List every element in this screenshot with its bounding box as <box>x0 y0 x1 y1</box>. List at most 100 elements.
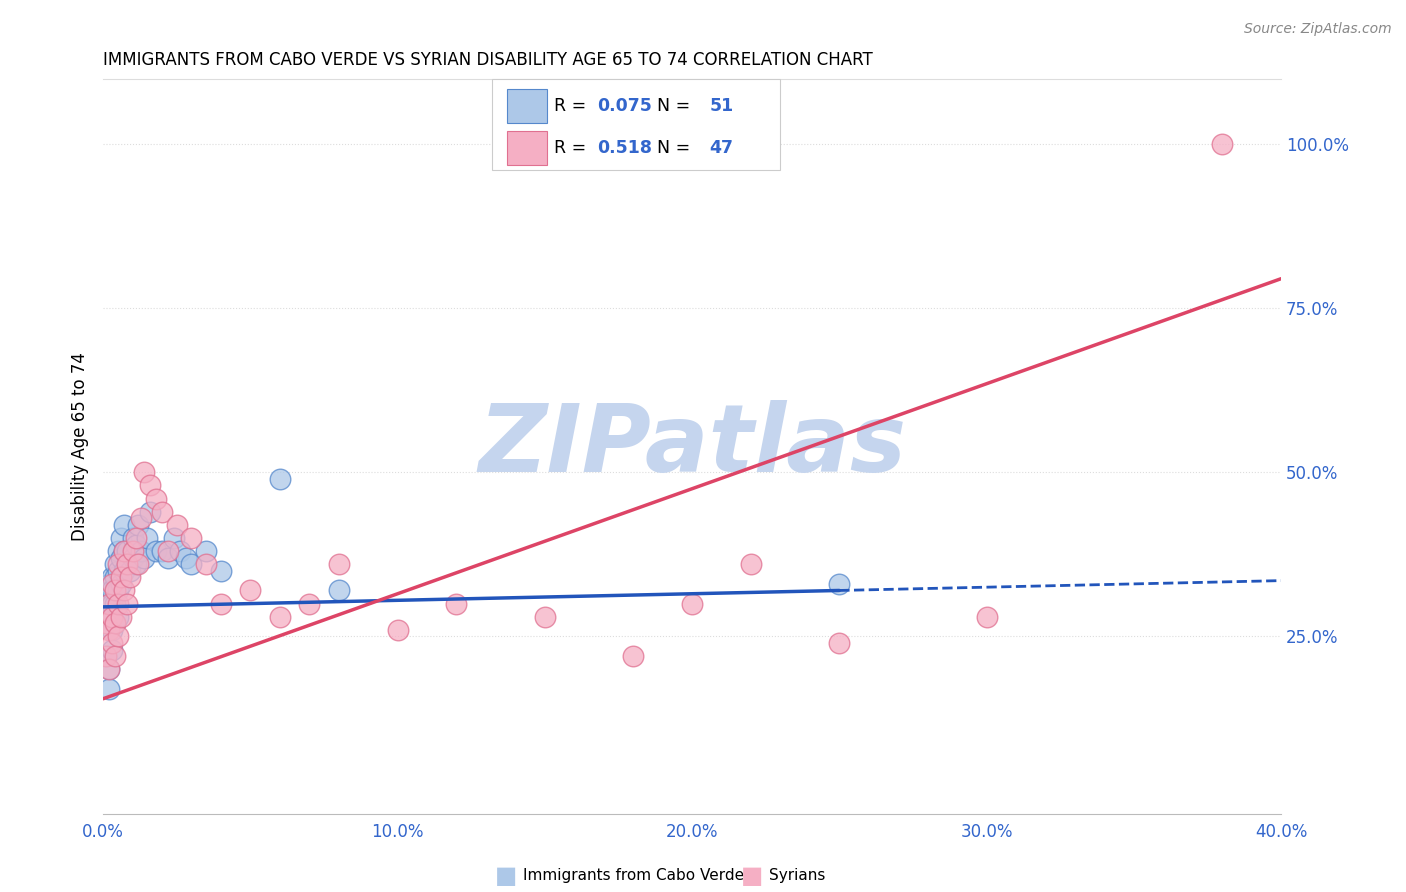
Point <box>104 616 127 631</box>
Point <box>239 583 262 598</box>
Point <box>110 570 132 584</box>
Point <box>828 577 851 591</box>
Point <box>134 550 156 565</box>
Text: ■: ■ <box>741 864 763 888</box>
Point <box>828 636 851 650</box>
Point <box>134 466 156 480</box>
Point <box>110 609 132 624</box>
Point <box>98 597 121 611</box>
Point <box>127 517 149 532</box>
Point <box>98 623 121 637</box>
Point <box>124 558 146 572</box>
Point <box>94 603 117 617</box>
Point <box>112 583 135 598</box>
Point <box>740 558 762 572</box>
Point <box>166 517 188 532</box>
Point <box>209 564 232 578</box>
Point <box>328 583 350 598</box>
Point <box>145 544 167 558</box>
Point <box>104 616 127 631</box>
Text: ZIPatlas: ZIPatlas <box>478 401 905 492</box>
Point <box>446 597 468 611</box>
Text: Syrians: Syrians <box>769 869 825 883</box>
FancyBboxPatch shape <box>508 131 547 165</box>
Text: Source: ZipAtlas.com: Source: ZipAtlas.com <box>1244 22 1392 37</box>
Text: 47: 47 <box>710 139 734 157</box>
Point <box>101 570 124 584</box>
Point <box>107 558 129 572</box>
Point <box>195 544 218 558</box>
Point <box>112 517 135 532</box>
Point <box>124 537 146 551</box>
Point <box>98 681 121 696</box>
Text: 0.518: 0.518 <box>596 139 651 157</box>
Point <box>118 564 141 578</box>
Point <box>174 550 197 565</box>
Point <box>94 590 117 604</box>
Text: R =: R = <box>554 139 592 157</box>
Point <box>127 558 149 572</box>
Point <box>112 564 135 578</box>
Text: IMMIGRANTS FROM CABO VERDE VS SYRIAN DISABILITY AGE 65 TO 74 CORRELATION CHART: IMMIGRANTS FROM CABO VERDE VS SYRIAN DIS… <box>103 51 873 69</box>
Point <box>94 649 117 664</box>
Point <box>112 544 135 558</box>
Point <box>209 597 232 611</box>
Point <box>115 558 138 572</box>
Y-axis label: Disability Age 65 to 74: Disability Age 65 to 74 <box>72 351 89 541</box>
Point <box>104 558 127 572</box>
FancyBboxPatch shape <box>492 78 780 170</box>
Point <box>101 636 124 650</box>
Point <box>107 583 129 598</box>
Point <box>107 564 129 578</box>
Point <box>136 531 159 545</box>
Point <box>107 597 129 611</box>
Point <box>533 609 555 624</box>
FancyBboxPatch shape <box>508 89 547 123</box>
Point <box>104 583 127 598</box>
Point <box>115 558 138 572</box>
Text: Immigrants from Cabo Verde: Immigrants from Cabo Verde <box>523 869 744 883</box>
Point <box>169 544 191 558</box>
Point <box>115 597 138 611</box>
Point <box>121 544 143 558</box>
Point <box>180 531 202 545</box>
Point <box>124 531 146 545</box>
Point <box>121 531 143 545</box>
Point <box>131 511 153 525</box>
Point <box>150 505 173 519</box>
Point <box>298 597 321 611</box>
Point <box>101 577 124 591</box>
Point <box>139 505 162 519</box>
Point <box>104 570 127 584</box>
Point <box>101 623 124 637</box>
Point <box>110 577 132 591</box>
Point <box>156 544 179 558</box>
Point <box>107 544 129 558</box>
Point <box>94 649 117 664</box>
Text: 0.075: 0.075 <box>596 97 651 115</box>
Point <box>195 558 218 572</box>
Point <box>112 544 135 558</box>
Point <box>976 609 998 624</box>
Point <box>94 616 117 631</box>
Point <box>328 558 350 572</box>
Point <box>131 544 153 558</box>
Point <box>145 491 167 506</box>
Point <box>101 609 124 624</box>
Text: R =: R = <box>554 97 592 115</box>
Point <box>101 583 124 598</box>
Point <box>107 609 129 624</box>
Point <box>118 570 141 584</box>
Point <box>269 609 291 624</box>
Point <box>101 642 124 657</box>
Point <box>387 623 409 637</box>
Point <box>107 629 129 643</box>
Point <box>98 662 121 676</box>
Point <box>115 544 138 558</box>
Point <box>98 577 121 591</box>
Point <box>101 597 124 611</box>
Point <box>104 597 127 611</box>
Point <box>110 550 132 565</box>
Point <box>104 649 127 664</box>
Point <box>139 478 162 492</box>
